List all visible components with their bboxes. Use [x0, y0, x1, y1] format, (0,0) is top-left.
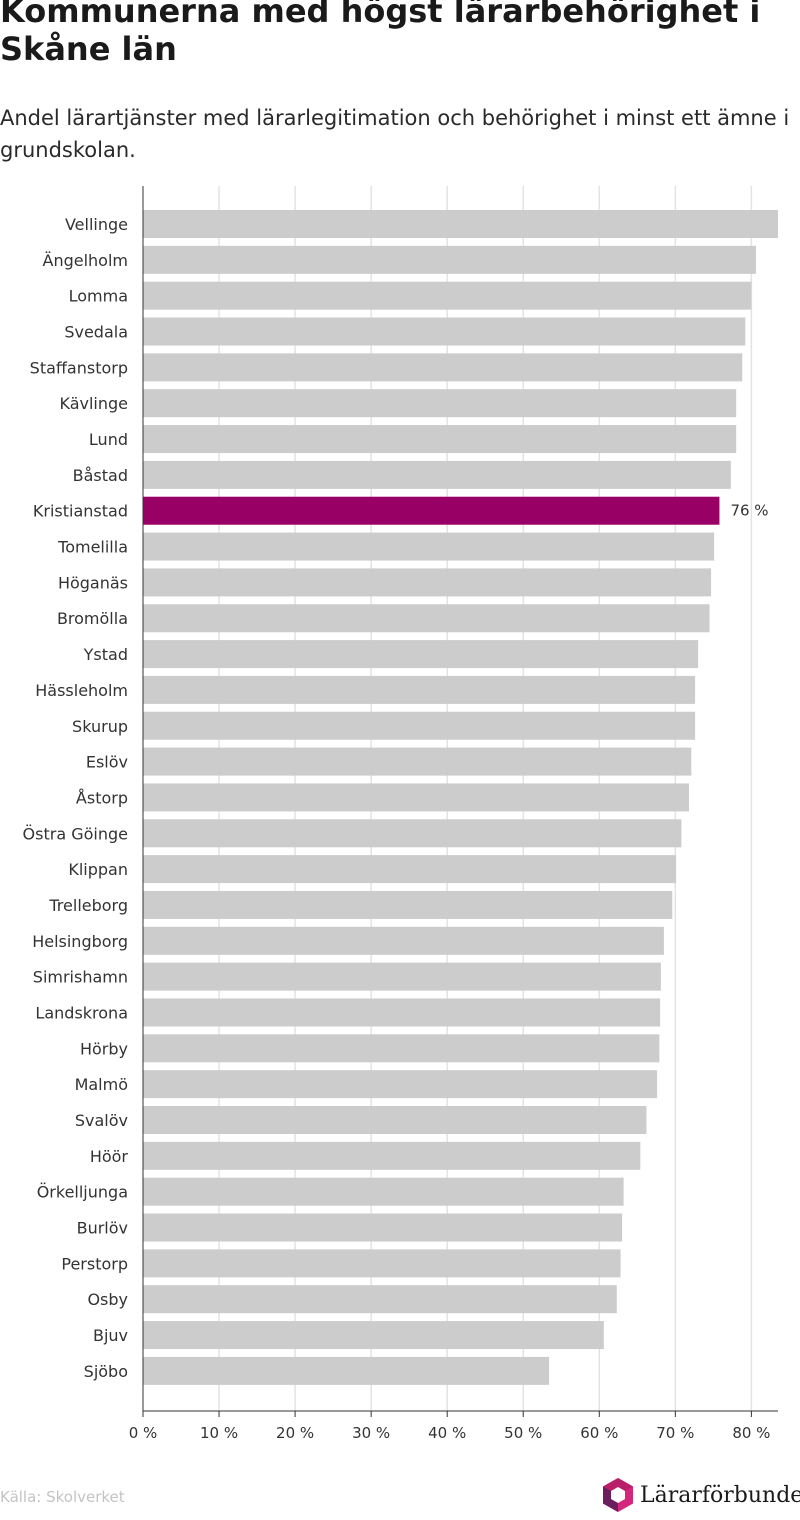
category-label: Klippan	[68, 860, 128, 879]
bar	[143, 1285, 617, 1314]
category-label: Helsingborg	[32, 932, 128, 951]
x-tick-label: 40 %	[428, 1424, 466, 1442]
bar	[143, 783, 690, 812]
category-label: Tomelilla	[57, 538, 128, 557]
category-label: Ängelholm	[43, 251, 129, 270]
category-label: Landskrona	[35, 1003, 128, 1022]
category-label: Bromölla	[57, 609, 128, 628]
x-tick-label: 10 %	[200, 1424, 238, 1442]
category-label: Simrishamn	[33, 968, 128, 987]
bar	[143, 1321, 604, 1350]
chart-title: Kommunerna med högst lärarbehörighet i S…	[0, 0, 761, 68]
category-label: Bjuv	[93, 1326, 128, 1345]
category-label: Skurup	[72, 717, 128, 736]
category-label: Staffanstorp	[30, 358, 128, 377]
category-label: Lund	[89, 430, 128, 449]
bar	[143, 998, 661, 1027]
bar	[143, 962, 661, 991]
brand-logo: Lärarförbundet	[602, 1477, 800, 1513]
bars	[143, 210, 778, 1385]
bar	[143, 1249, 621, 1278]
category-label: Vellinge	[65, 215, 128, 234]
bar	[143, 926, 664, 955]
category-label: Perstorp	[61, 1254, 128, 1273]
category-label: Sjöbo	[84, 1362, 128, 1381]
bar	[143, 460, 731, 489]
bar	[143, 1177, 624, 1206]
x-tick-label: 60 %	[580, 1424, 618, 1442]
logo-mark-icon	[603, 1478, 633, 1512]
category-label: Höör	[90, 1147, 129, 1166]
bar	[143, 747, 692, 776]
category-label: Kävlinge	[59, 394, 128, 413]
x-axis: 0 % 10 % 20 % 30 % 40 % 50 % 60 % 70 % 80 %	[129, 186, 778, 1442]
x-tick-label: 0 %	[129, 1424, 158, 1442]
bar	[143, 1070, 658, 1099]
bar	[143, 1034, 660, 1063]
category-labels: Vellinge Ängelholm Lomma Svedala Staffanstor…	[23, 215, 769, 1381]
category-label: Båstad	[73, 466, 128, 485]
bar	[143, 640, 699, 669]
bar	[143, 389, 737, 418]
category-label: Örkelljunga	[37, 1183, 128, 1202]
category-label: Ystad	[83, 645, 128, 664]
bar	[143, 855, 677, 884]
bar	[143, 425, 737, 454]
chart-subtitle: Andel lärartjänster med lärarlegitimatio…	[0, 106, 790, 162]
bar	[143, 1106, 647, 1134]
category-label: Burlöv	[77, 1219, 128, 1238]
bar	[143, 496, 720, 525]
category-label: Svedala	[64, 323, 128, 342]
x-tick-label: 50 %	[504, 1424, 542, 1442]
bar	[143, 711, 696, 740]
bar-chart: Vellinge Ängelholm Lomma Svedala Staffanstor…	[23, 186, 778, 1442]
category-label: Östra Göinge	[23, 824, 128, 843]
category-label: Åstorp	[76, 788, 128, 807]
bar	[143, 353, 743, 382]
x-tick-label: 80 %	[732, 1424, 770, 1442]
bar	[143, 210, 778, 238]
x-tick-label: 30 %	[352, 1424, 390, 1442]
bar	[143, 1356, 550, 1385]
category-label: Kristianstad	[33, 502, 128, 521]
category-label: Malmö	[75, 1075, 128, 1094]
x-tick-label: 70 %	[656, 1424, 694, 1442]
bar	[143, 245, 756, 274]
category-label: Hässleholm	[35, 681, 128, 700]
bar	[143, 532, 715, 561]
category-label: Lomma	[69, 287, 128, 306]
bar	[143, 568, 712, 597]
data-label: 76 %	[730, 502, 768, 520]
bar	[143, 281, 752, 310]
brand-name: Lärarförbundet	[640, 1482, 800, 1508]
bar	[143, 890, 673, 919]
x-tick-label: 20 %	[276, 1424, 314, 1442]
bar	[143, 1141, 641, 1170]
source-note: Källa: Skolverket	[0, 1488, 125, 1506]
category-label: Hörby	[80, 1039, 128, 1058]
category-label: Höganäs	[58, 573, 128, 592]
category-label: Osby	[87, 1290, 128, 1309]
category-label: Eslöv	[86, 753, 128, 772]
bar	[143, 604, 710, 633]
bar	[143, 819, 682, 848]
category-label: Trelleborg	[48, 896, 128, 915]
bar	[143, 317, 746, 346]
bar	[143, 675, 696, 704]
category-label: Svalöv	[75, 1111, 128, 1130]
bar	[143, 1213, 623, 1242]
